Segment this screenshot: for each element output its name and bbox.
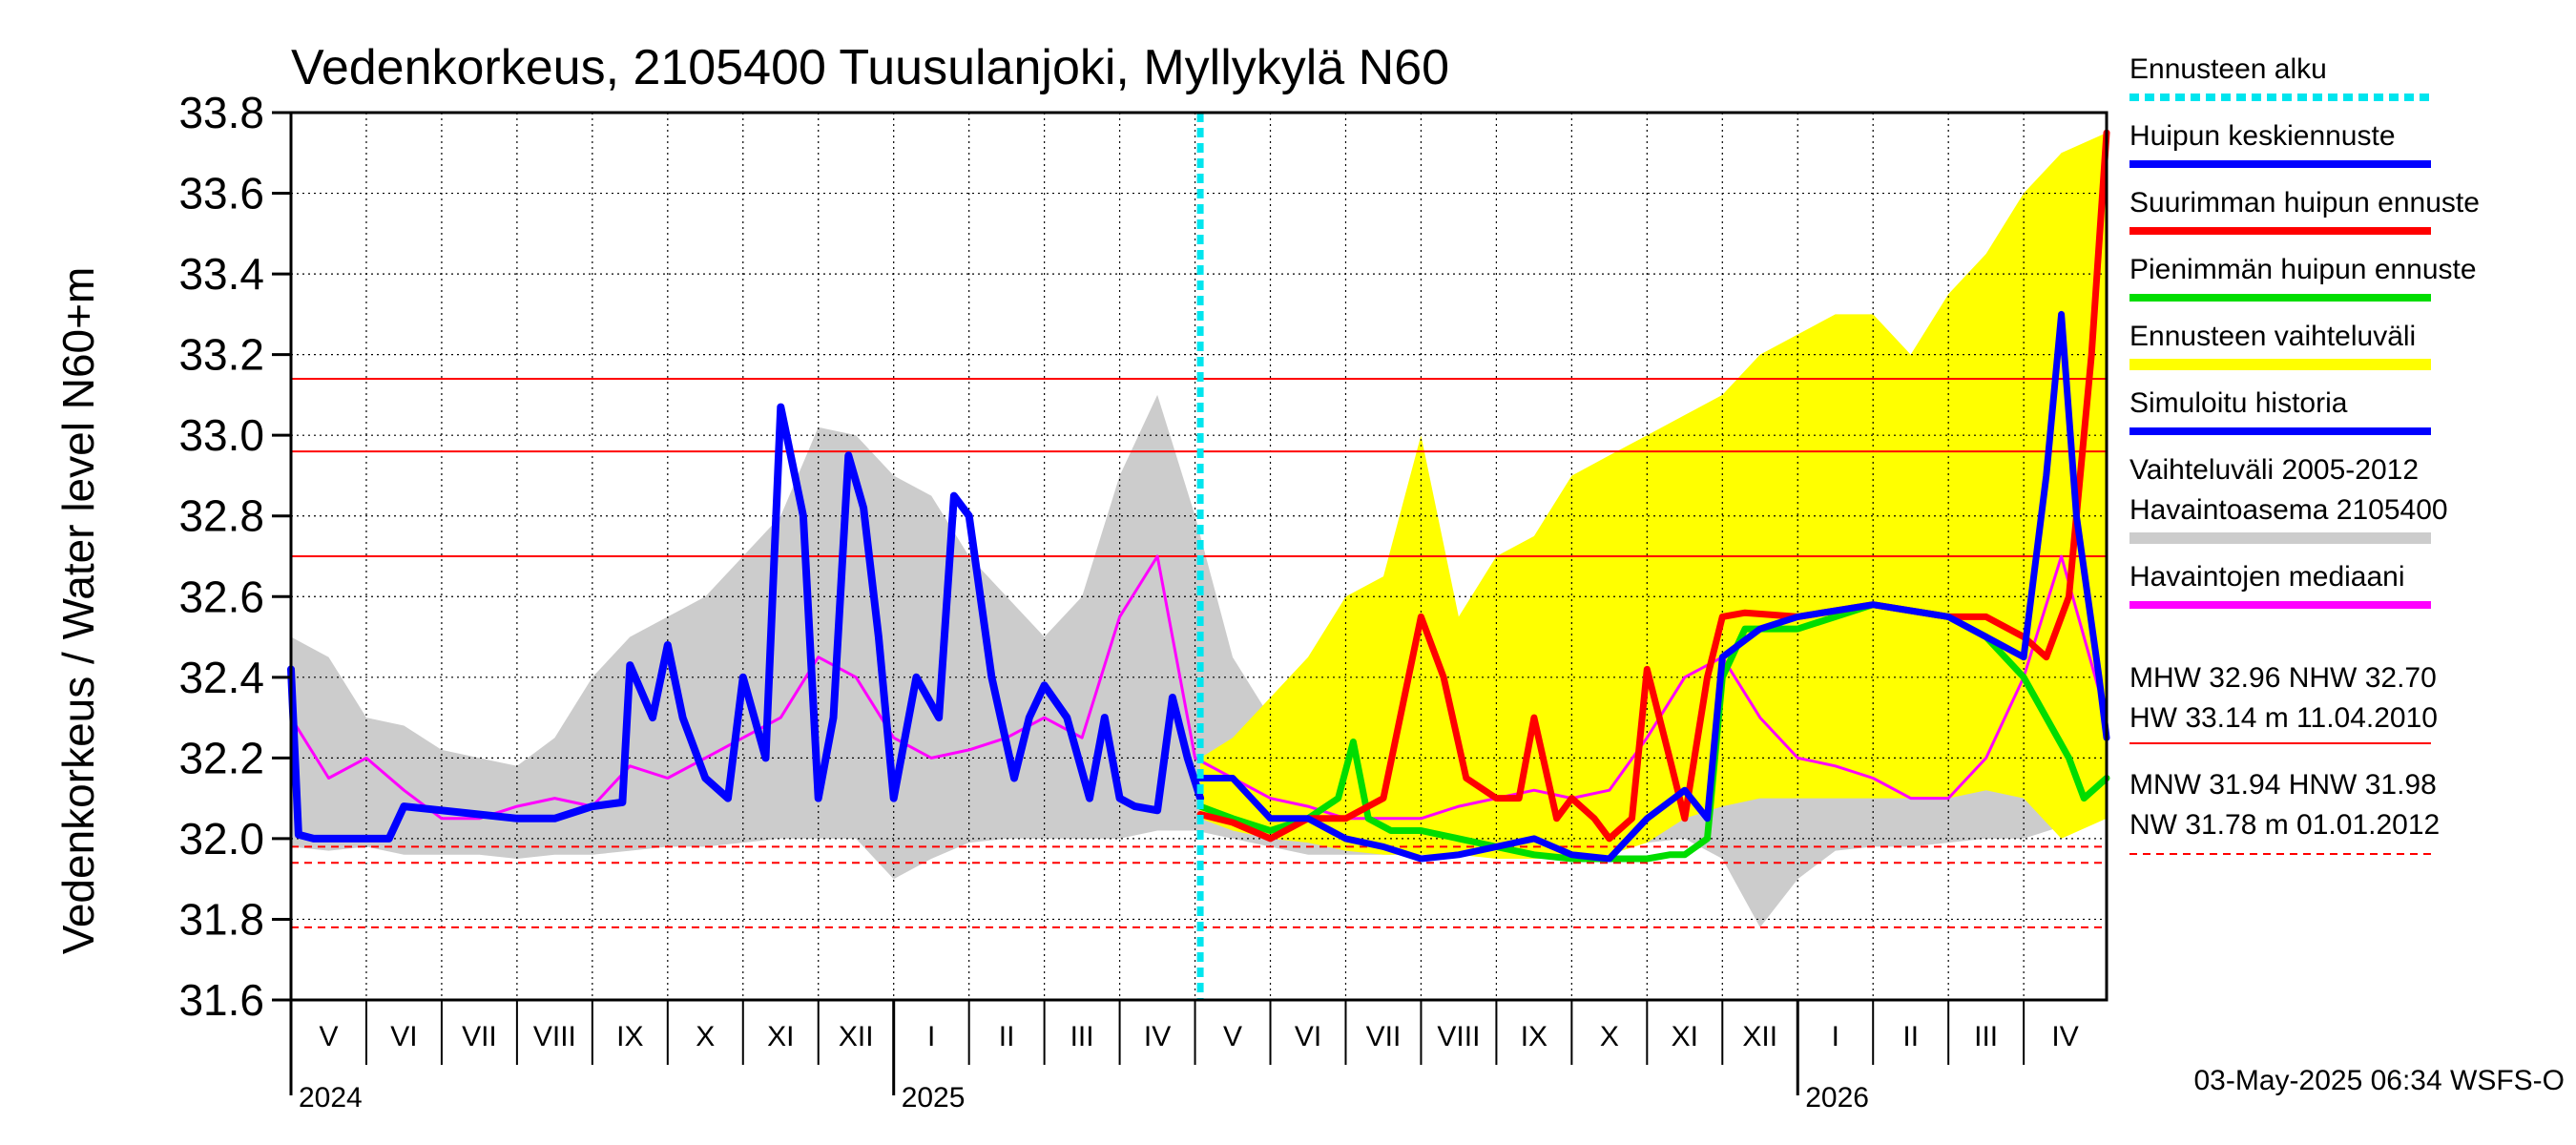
legend-label: Huipun keskiennuste	[2129, 120, 2396, 152]
month-label: IX	[1521, 1021, 1548, 1052]
series-line	[1196, 310, 2110, 863]
legend: Ennusteen alku Huipun keskiennuste Suurimm…	[2129, 53, 2480, 609]
y-tick-label: 33.4	[178, 249, 264, 299]
y-tick-label: 32.4	[178, 653, 264, 702]
x-ticks: V VI VII VIII IX X XI XII I II III IV V VI VII VIII IX X X…	[289, 1000, 2079, 1114]
y-axis-label: Vedenkorkeus / Water level N60+m	[53, 267, 103, 955]
y-tick-label: 33.2	[178, 330, 264, 380]
stats-block: MHW 32.96 NHW 32.70 HW 33.14 m 11.04.201…	[2129, 662, 2440, 855]
month-label: VI	[1295, 1021, 1321, 1052]
month-label: V	[319, 1021, 338, 1052]
month-label: I	[1832, 1021, 1839, 1052]
y-tick-label: 32.8	[178, 491, 264, 541]
forecast-range-band	[1200, 133, 2107, 860]
month-label: X	[1600, 1021, 1619, 1052]
y-tick-label: 32.2	[178, 733, 264, 782]
month-label: VIII	[1437, 1021, 1480, 1052]
month-label: VII	[462, 1021, 497, 1052]
month-label: XII	[1742, 1021, 1777, 1052]
month-label: IX	[616, 1021, 643, 1052]
bands-layer	[291, 133, 2107, 927]
month-label: VIII	[533, 1021, 576, 1052]
y-tick-label: 32.6	[178, 572, 264, 621]
month-label: I	[927, 1021, 935, 1052]
month-label: VII	[1366, 1021, 1402, 1052]
legend-label: Havaintoasema 2105400	[2129, 494, 2448, 526]
y-tick-label: 32.0	[178, 814, 264, 864]
year-label: 2025	[902, 1082, 966, 1114]
year-label: 2026	[1805, 1082, 1869, 1114]
month-label: V	[1223, 1021, 1242, 1052]
month-label: II	[1902, 1021, 1919, 1052]
footer-timestamp: 03-May-2025 06:34 WSFS-O	[2194, 1065, 2566, 1096]
y-tick-label: 33.8	[178, 88, 264, 137]
series-line	[287, 403, 1205, 843]
series-line	[1196, 129, 2110, 843]
legend-label: Havaintojen mediaani	[2129, 561, 2405, 593]
legend-label: Pienimmän huipun ennuste	[2129, 254, 2477, 285]
legend-label: Ennusteen alku	[2129, 53, 2327, 85]
month-label: X	[696, 1021, 715, 1052]
y-ticks: 31.6 31.8 32.0 32.2 32.4 32.6 32.8 33.0 33.2 33.4…	[178, 88, 291, 1025]
year-label: 2024	[299, 1082, 363, 1114]
month-label: III	[1974, 1021, 1998, 1052]
legend-label: Suurimman huipun ennuste	[2129, 187, 2480, 219]
series-line	[1196, 601, 2110, 863]
month-label: III	[1070, 1021, 1094, 1052]
month-label: VI	[390, 1021, 417, 1052]
stats-line-2: HW 33.14 m 11.04.2010	[2129, 702, 2438, 734]
legend-label: Simuloitu historia	[2129, 387, 2348, 419]
grid-layer	[291, 113, 2107, 1000]
y-tick-label: 33.0	[178, 410, 264, 460]
month-label: II	[999, 1021, 1015, 1052]
chart-title: Vedenkorkeus, 2105400 Tuusulanjoki, Myll…	[291, 40, 1449, 95]
y-tick-label: 31.6	[178, 975, 264, 1025]
month-label: IV	[2051, 1021, 2078, 1052]
month-label: XI	[767, 1021, 794, 1052]
y-tick-label: 33.6	[178, 169, 264, 219]
plot-frame	[289, 111, 2109, 1002]
legend-label: Ennusteen vaihteluväli	[2129, 321, 2416, 352]
stats-line-1: MHW 32.96 NHW 32.70	[2129, 662, 2437, 694]
legend-label: Vaihteluväli 2005-2012	[2129, 454, 2419, 486]
stats-line-3: MNW 31.94 HNW 31.98	[2129, 769, 2437, 801]
month-label: XI	[1672, 1021, 1698, 1052]
month-label: IV	[1144, 1021, 1171, 1052]
y-tick-label: 31.8	[178, 894, 264, 944]
month-label: XII	[839, 1021, 874, 1052]
series-layer	[287, 113, 2110, 1000]
stats-line-4: NW 31.78 m 01.01.2012	[2129, 809, 2440, 841]
